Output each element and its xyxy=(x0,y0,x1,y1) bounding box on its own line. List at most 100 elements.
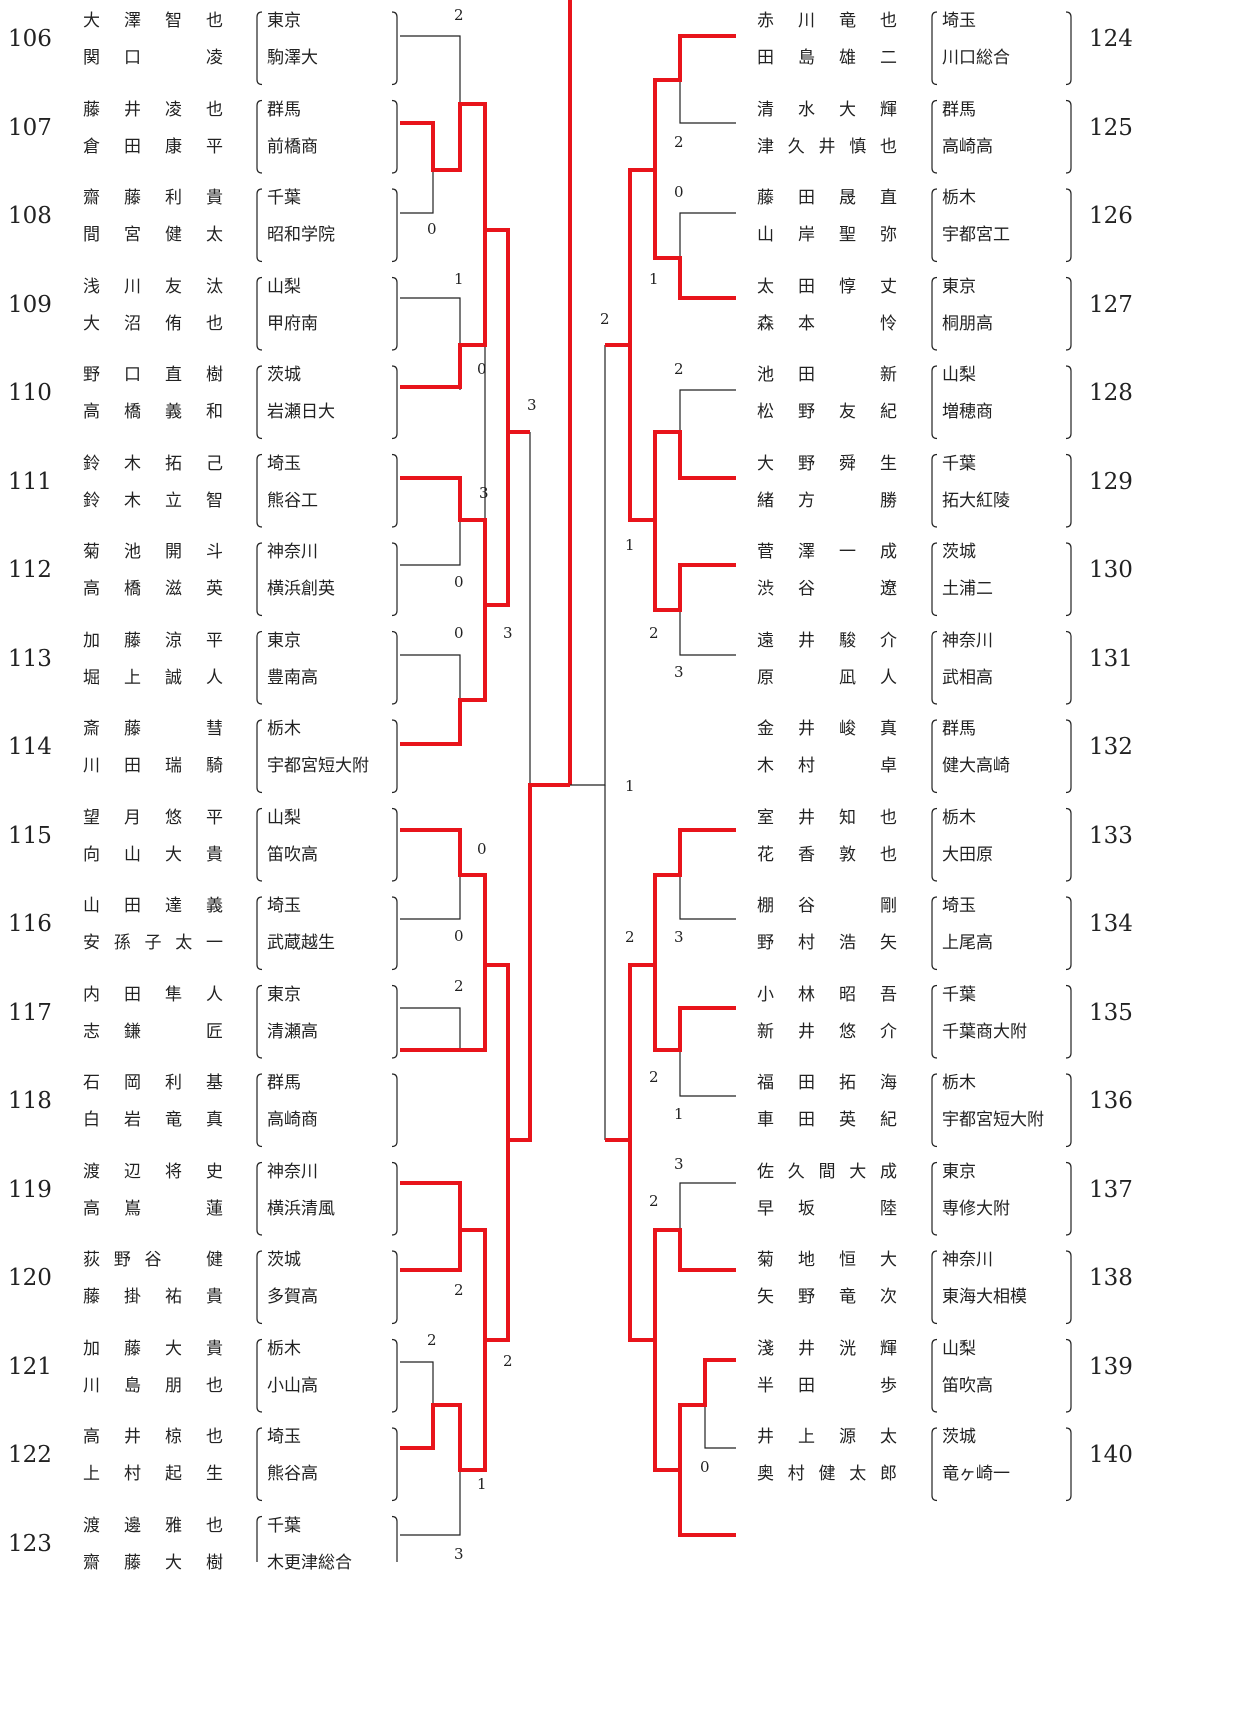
winner-path xyxy=(605,34,736,347)
match-score: 2 xyxy=(503,1352,513,1370)
player-name: 車田英紀 xyxy=(757,1110,897,1130)
bracket-line xyxy=(931,1161,938,1236)
prefecture: 東京 xyxy=(942,1161,976,1182)
school-name: 高崎商 xyxy=(267,1110,318,1130)
bracket-line xyxy=(391,276,398,351)
player-name: 浅川友汰 xyxy=(83,276,223,297)
winner-path xyxy=(653,1340,736,1472)
prefecture: 神奈川 xyxy=(267,1161,318,1182)
bracket-line xyxy=(1065,365,1072,440)
player-name: 向山大貴 xyxy=(83,844,223,865)
bracket-line xyxy=(485,1140,509,1341)
seed-number: 137 xyxy=(1089,1176,1133,1203)
player-name: 望月悠平 xyxy=(83,807,223,828)
bracket-line xyxy=(931,1073,938,1148)
bracket-line xyxy=(391,365,398,440)
bracket-line xyxy=(256,453,263,528)
player-name: 山岸聖弥 xyxy=(757,225,897,245)
seed-number: 132 xyxy=(1089,734,1133,760)
player-name: 高井椋也 xyxy=(83,1427,223,1447)
bracket-line xyxy=(391,1427,398,1502)
player-name: 佐久間大成 xyxy=(757,1161,897,1182)
prefecture: 神奈川 xyxy=(942,630,993,651)
prefecture: 埼玉 xyxy=(267,896,301,916)
player-name: 川田瑞騎 xyxy=(83,756,223,776)
bracket-line xyxy=(931,188,938,263)
prefecture: 群馬 xyxy=(942,719,976,739)
prefecture: 千葉 xyxy=(267,1515,301,1536)
winner-path xyxy=(400,102,530,434)
player-name: 齋藤利貴 xyxy=(83,188,223,208)
bracket-line xyxy=(391,1073,398,1148)
bracket-line xyxy=(256,276,263,351)
winner-path xyxy=(628,345,736,522)
seed-number: 122 xyxy=(8,1442,52,1468)
school-name: 土浦二 xyxy=(942,579,993,599)
bracket-line xyxy=(391,1250,398,1325)
seed-number: 123 xyxy=(8,1530,52,1557)
bracket-line xyxy=(391,188,398,263)
school-name: 甲府南 xyxy=(267,313,318,334)
player-name: 渋谷 遼 xyxy=(757,579,897,599)
school-name: 清瀬高 xyxy=(267,1021,318,1042)
match-score: 2 xyxy=(600,310,610,328)
school-name: 小山高 xyxy=(267,1375,318,1396)
match-score: 1 xyxy=(625,777,635,795)
seed-number: 109 xyxy=(8,291,52,318)
player-name: 高橋義和 xyxy=(83,402,223,422)
bracket-line xyxy=(400,875,461,920)
bracket-line xyxy=(1065,1250,1072,1325)
player-name: 高嶌 蓮 xyxy=(83,1198,223,1219)
bracket-line xyxy=(256,11,263,86)
seed-number: 131 xyxy=(1089,645,1133,672)
player-name: 荻野谷 健 xyxy=(83,1250,223,1270)
match-score: 2 xyxy=(454,1281,464,1299)
match-score: 2 xyxy=(674,133,684,151)
school-name: 川口総合 xyxy=(942,48,1010,68)
school-name: 宇都宮短大附 xyxy=(267,756,369,776)
school-name: 豊南高 xyxy=(267,667,318,688)
bracket-line xyxy=(391,719,398,794)
bracket-line xyxy=(391,542,398,617)
prefecture: 埼玉 xyxy=(942,896,976,916)
prefecture: 山梨 xyxy=(942,1338,976,1359)
bracket-line xyxy=(1065,11,1072,86)
player-name: 上村起生 xyxy=(83,1464,223,1484)
player-name: 大澤智也 xyxy=(83,11,223,31)
bracket-line xyxy=(400,654,461,700)
player-name: 花香敦也 xyxy=(757,844,897,865)
bracket-line xyxy=(1065,1338,1072,1413)
bracket-line xyxy=(391,453,398,528)
bracket-line xyxy=(256,188,263,263)
seed-number: 115 xyxy=(8,822,52,849)
player-name: 鈴木拓己 xyxy=(83,453,223,474)
match-score: 0 xyxy=(454,624,464,642)
prefecture: 茨城 xyxy=(942,542,976,562)
player-name: 大野舜生 xyxy=(757,453,897,474)
match-score: 3 xyxy=(503,624,513,642)
seed-number: 108 xyxy=(8,203,52,229)
seed-number: 128 xyxy=(1089,380,1133,406)
player-name: 赤川竜也 xyxy=(757,11,897,31)
bracket-line xyxy=(570,345,606,786)
bracket-line xyxy=(391,984,398,1059)
player-name: 菊地恒大 xyxy=(757,1250,897,1270)
player-name: 菊池開斗 xyxy=(83,542,223,562)
bracket-line xyxy=(931,1250,938,1325)
bracket-line xyxy=(1065,188,1072,263)
school-name: 笛吹高 xyxy=(267,844,318,865)
player-name: 野村浩矢 xyxy=(757,933,897,953)
player-name: 松野友紀 xyxy=(757,402,897,422)
player-name: 川島朋也 xyxy=(83,1375,223,1396)
seed-number: 129 xyxy=(1089,468,1133,495)
winner-path xyxy=(678,1470,736,1537)
bracket-line xyxy=(1065,453,1072,528)
player-name: 安孫子太一 xyxy=(83,933,223,953)
player-name: 小林昭吾 xyxy=(757,984,897,1005)
prefecture: 千葉 xyxy=(942,984,976,1005)
player-name: 清水大輝 xyxy=(757,99,897,120)
match-score: 2 xyxy=(649,1068,659,1086)
player-name: 半田 歩 xyxy=(757,1375,897,1396)
seed-number: 116 xyxy=(8,911,52,937)
seed-number: 110 xyxy=(8,380,52,406)
